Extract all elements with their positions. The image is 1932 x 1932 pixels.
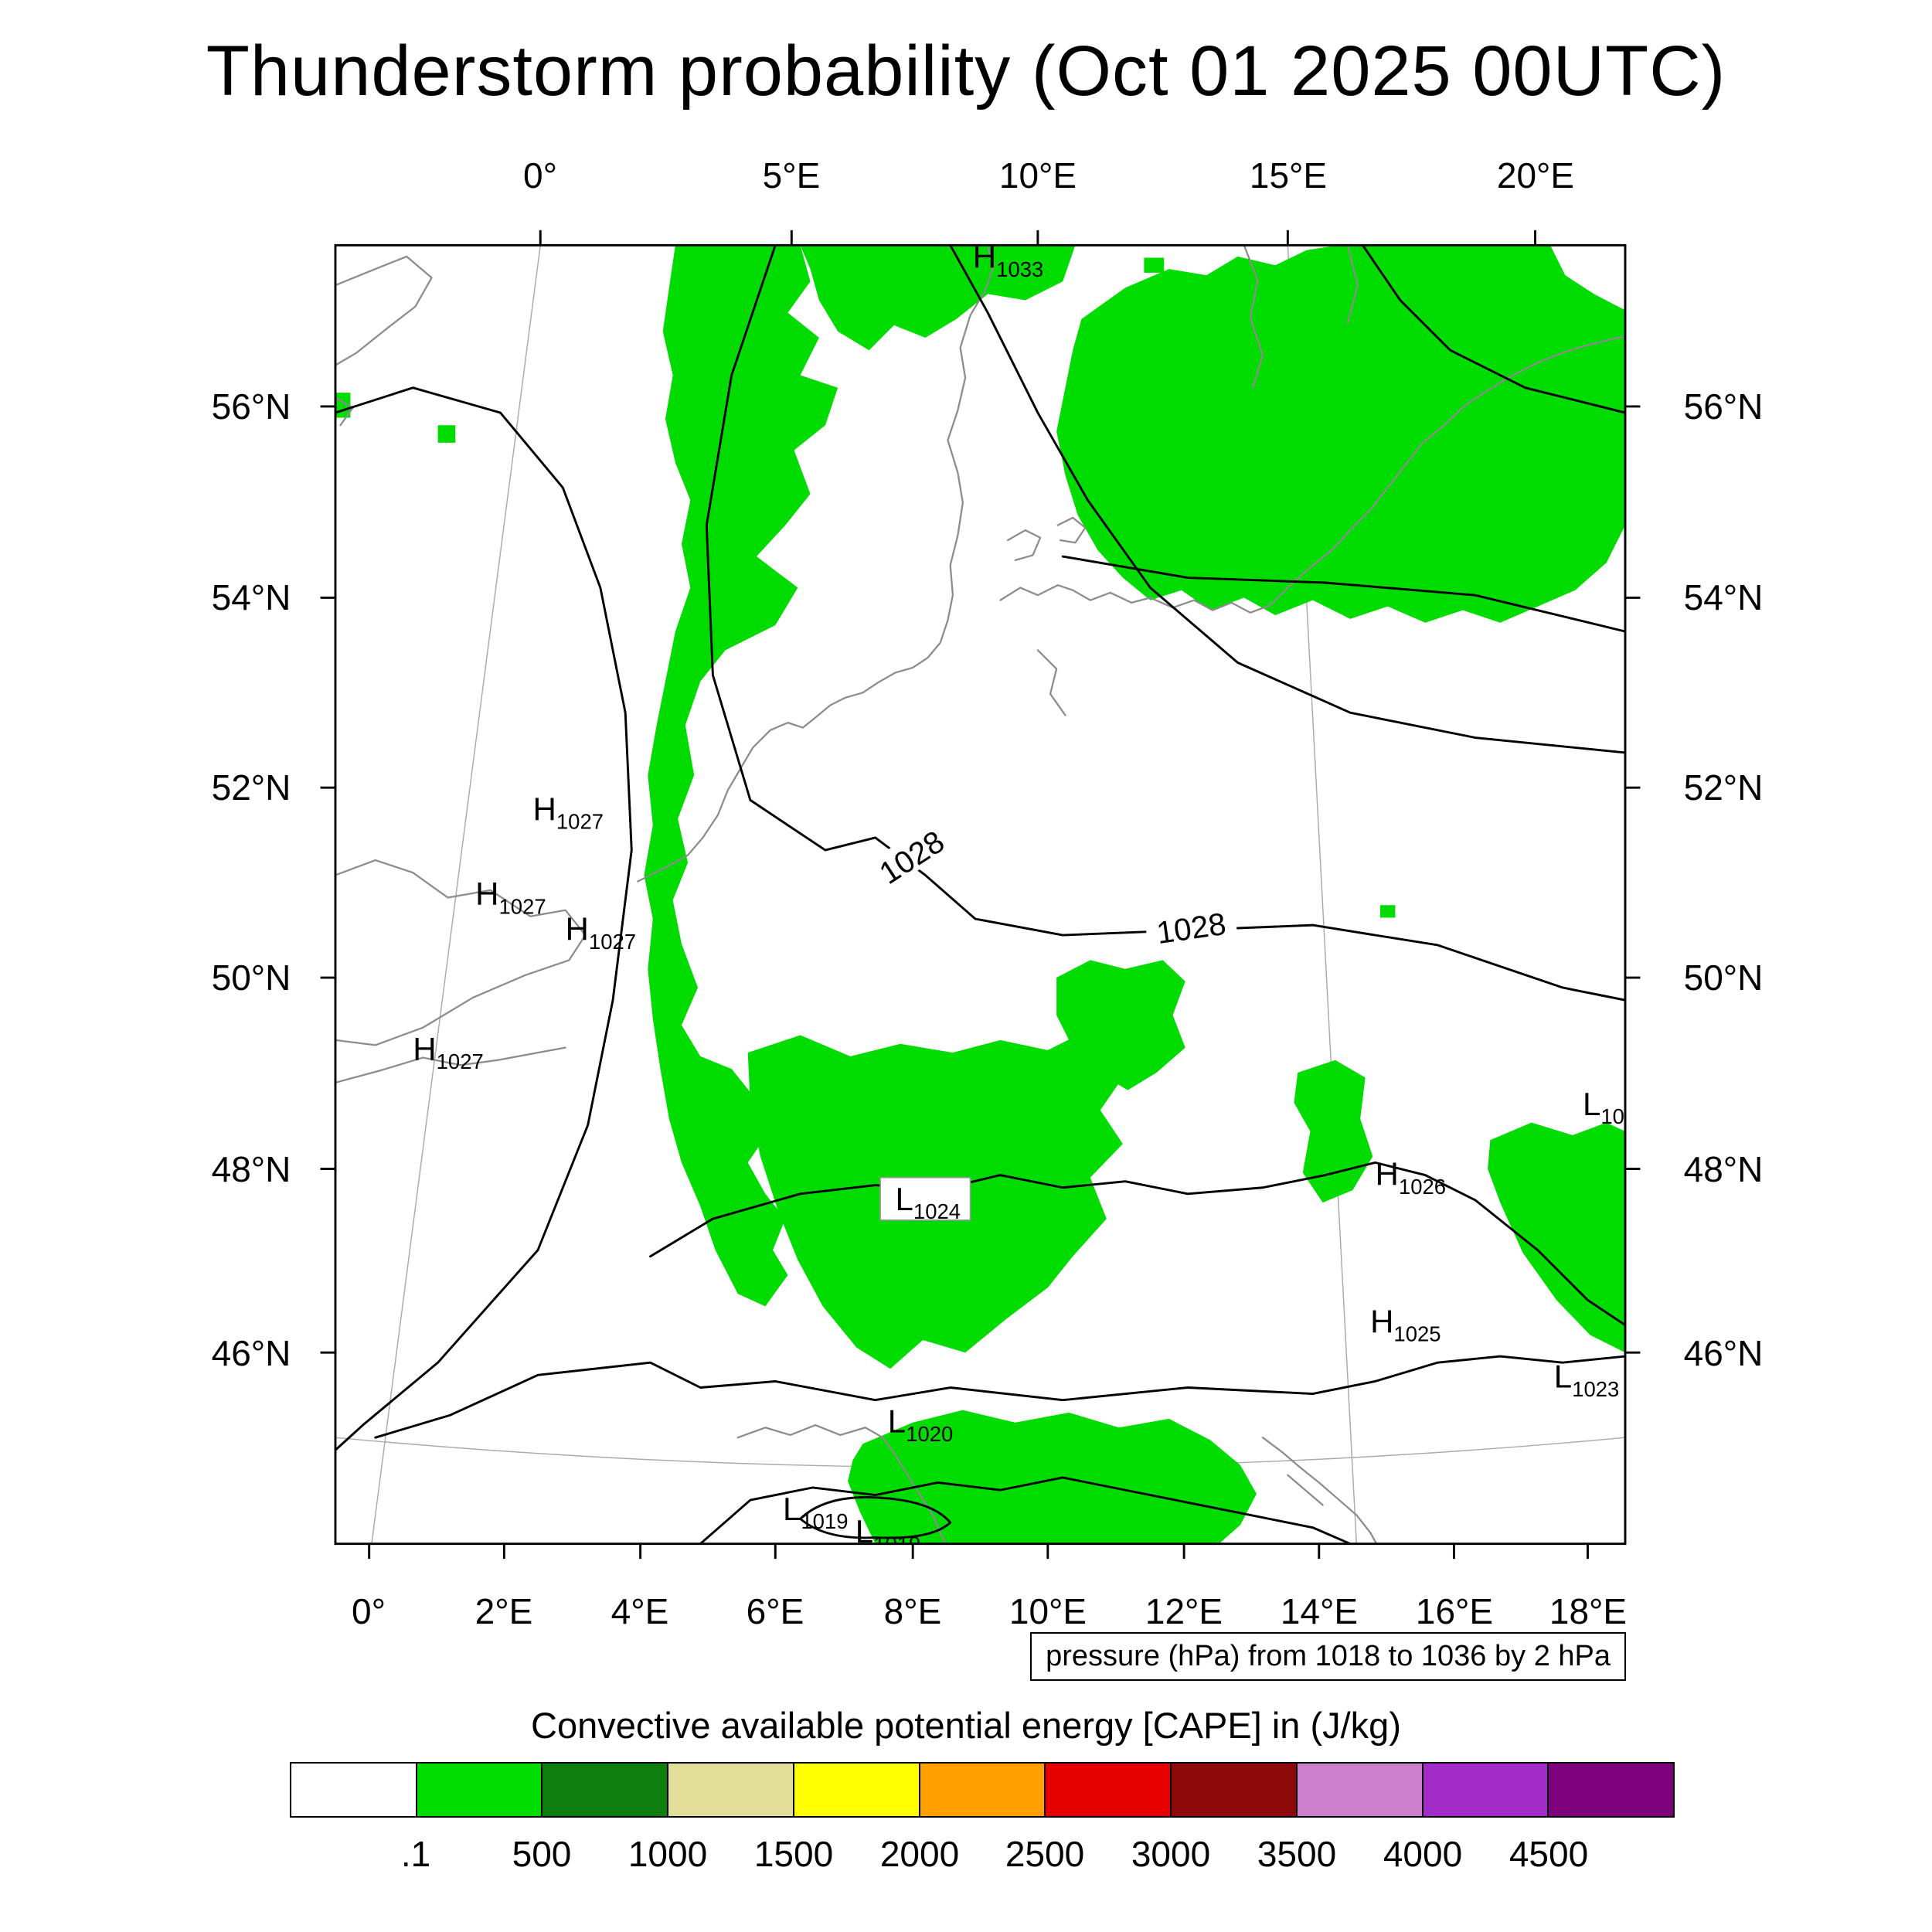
axis-label-left-5: 46°N xyxy=(211,1333,291,1373)
colorbar-cell-2 xyxy=(541,1764,668,1816)
axis-label-top-3: 15°E xyxy=(1249,155,1328,196)
axis-label-bottom-2: 4°E xyxy=(611,1591,669,1631)
pressure-center-box xyxy=(879,1176,971,1221)
axis-ticks xyxy=(320,230,1641,1560)
axis-label-bottom-9: 18°E xyxy=(1549,1591,1628,1631)
isobar-label-box xyxy=(1144,903,1238,949)
axis-label-bottom-3: 6°E xyxy=(746,1591,804,1631)
colorbar-cell-9 xyxy=(1421,1764,1548,1816)
pressure-caption: pressure (hPa) from 1018 to 1036 by 2 hP… xyxy=(1030,1632,1626,1681)
cape-area xyxy=(1056,960,1185,1090)
axis-label-top-0: 0° xyxy=(523,155,557,196)
axis-label-left-1: 54°N xyxy=(211,577,291,617)
colorbar-tick-8: 4000 xyxy=(1383,1834,1463,1874)
cape-area xyxy=(848,1410,1257,1544)
pressure-center-l1020: L1020 xyxy=(888,1403,954,1446)
pressure-center-h1027-b: H1027 xyxy=(475,876,546,918)
colorbar-cell-1 xyxy=(415,1764,542,1816)
cape-area xyxy=(1294,1060,1373,1203)
axis-label-right-5: 46°N xyxy=(1683,1333,1764,1373)
axis-label-left-2: 52°N xyxy=(211,767,291,808)
colorbar-tick-4: 2000 xyxy=(879,1834,960,1874)
colorbar-tick-9: 4500 xyxy=(1509,1834,1589,1874)
map-frame xyxy=(334,243,1627,1546)
isobar-label-group: 1028 1028 xyxy=(863,816,1238,951)
colorbar-tick-3: 1500 xyxy=(753,1834,834,1874)
colorbar-cell-3 xyxy=(667,1764,793,1816)
colorbar-cell-6 xyxy=(1044,1764,1171,1816)
cape-speck xyxy=(1380,905,1396,918)
axis-label-top-4: 20°E xyxy=(1496,155,1575,196)
map-frame-group xyxy=(320,230,1641,1560)
axis-label-bottom-7: 14°E xyxy=(1280,1591,1359,1631)
colorbar-tick-5: 2500 xyxy=(1005,1834,1085,1874)
colorbar-cell-0 xyxy=(291,1764,416,1816)
isobar-contours xyxy=(335,245,1625,1544)
axis-label-bottom-0: 0° xyxy=(352,1591,386,1631)
cape-speck xyxy=(1144,257,1165,273)
axis-label-right-2: 52°N xyxy=(1683,767,1764,808)
pressure-center-l1023: L1023 xyxy=(1554,1359,1620,1401)
colorbar-cell-5 xyxy=(918,1764,1045,1816)
axis-label-left-4: 48°N xyxy=(211,1149,291,1189)
pressure-center-h1026: H1026 xyxy=(1376,1156,1447,1199)
colorbar-tick-2: 1000 xyxy=(628,1834,708,1874)
cape-speck xyxy=(437,425,456,443)
pressure-center-h1025: H1025 xyxy=(1370,1303,1441,1345)
colorbar-cell-8 xyxy=(1295,1764,1422,1816)
axis-label-bottom-8: 16°E xyxy=(1415,1591,1494,1631)
pressure-center-h1033: H1033 xyxy=(973,238,1044,281)
colorbar-tick-1: 500 xyxy=(512,1834,572,1874)
pressure-center-h1027-c: H1027 xyxy=(566,911,637,954)
pressure-center-l1019-b: L1019 xyxy=(855,1513,921,1556)
axis-label-bottom-4: 8°E xyxy=(883,1591,942,1631)
pressure-center-h1027-d: H1027 xyxy=(413,1031,484,1073)
isobar-label-box xyxy=(863,816,957,894)
axis-label-left-0: 56°N xyxy=(211,386,291,427)
axis-label-right-0: 56°N xyxy=(1683,386,1764,427)
pressure-center-h1027-a: H1027 xyxy=(533,791,604,833)
cape-area xyxy=(800,245,1076,351)
colorbar-cell-10 xyxy=(1547,1764,1674,1816)
map-plot: 1028 1028 H1033 H1027 H1027 H1027 H1027 … xyxy=(320,230,1641,1560)
pressure-center-l1024: L1024 xyxy=(896,1181,961,1223)
cape-area xyxy=(1488,1122,1625,1353)
legend-title: Convective available potential energy [C… xyxy=(531,1705,1401,1746)
axis-label-right-4: 48°N xyxy=(1683,1149,1764,1189)
pressure-centers: H1033 H1027 H1027 H1027 H1027 L1024 H102… xyxy=(413,238,1624,1556)
colorbar-tick-0: .1 xyxy=(400,1834,431,1874)
axis-label-right-3: 50°N xyxy=(1683,957,1764,998)
pressure-center-l10-clipped: L10 xyxy=(1583,1086,1624,1128)
page-title: Thunderstorm probability (Oct 01 2025 00… xyxy=(206,32,1726,111)
cape-area xyxy=(1085,338,1157,413)
axis-label-bottom-5: 10°E xyxy=(1009,1591,1087,1631)
axis-label-left-3: 50°N xyxy=(211,957,291,998)
colorbar-cell-4 xyxy=(792,1764,919,1816)
colorbar-tick-6: 3000 xyxy=(1131,1834,1211,1874)
axis-label-bottom-1: 2°E xyxy=(474,1591,533,1631)
axis-label-top-1: 5°E xyxy=(762,155,821,196)
pressure-center-l1019-a: L1019 xyxy=(783,1491,849,1533)
cape-colorbar xyxy=(290,1762,1675,1818)
axis-label-right-1: 54°N xyxy=(1683,577,1764,617)
cape-area xyxy=(1056,245,1625,623)
colorbar-tick-7: 3500 xyxy=(1257,1834,1337,1874)
cape-shading xyxy=(335,245,1625,1544)
axis-label-bottom-6: 12°E xyxy=(1145,1591,1223,1631)
cape-area xyxy=(644,245,838,1307)
colorbar-cell-7 xyxy=(1170,1764,1296,1816)
axis-label-top-2: 10°E xyxy=(998,155,1077,196)
